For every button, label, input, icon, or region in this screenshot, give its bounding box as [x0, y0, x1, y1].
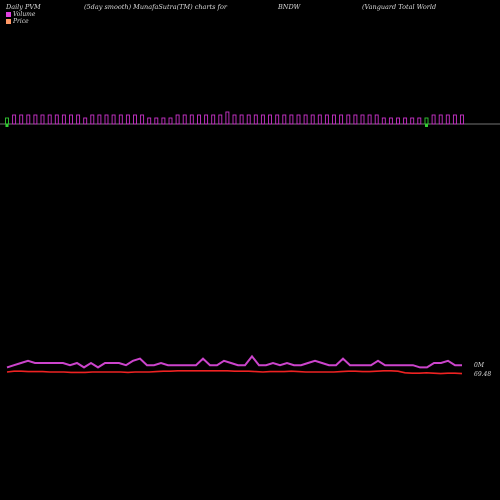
pvm-bar [33, 114, 38, 125]
pvm-bar [154, 117, 159, 125]
pvm-bar [26, 114, 31, 125]
pvm-bar [239, 114, 244, 125]
legend-price-label: Price [13, 18, 29, 25]
pvm-bar [189, 114, 194, 125]
pvm-bar [47, 114, 52, 125]
pvm-bar [125, 114, 130, 125]
volume-line [6, 354, 462, 369]
pvm-bar [253, 114, 258, 125]
pvm-bar [424, 117, 429, 125]
chart-type-label: Daily PVM [6, 3, 41, 11]
pvm-bar [289, 114, 294, 125]
pvm-bar [218, 114, 223, 125]
pvm-bar [182, 114, 187, 125]
legend-volume-swatch [6, 12, 11, 17]
pvm-bar [452, 114, 457, 125]
pvm-bar [445, 114, 450, 125]
pvm-bar [147, 117, 152, 125]
legend-volume: Volume [6, 11, 35, 18]
pvm-bar [339, 114, 344, 125]
pvm-bar [388, 117, 393, 125]
pvm-bar [104, 114, 109, 125]
pvm-bar [275, 114, 280, 125]
pvm-bar [168, 117, 173, 125]
ticker-label: BNDW [278, 3, 301, 11]
pvm-bar [381, 117, 386, 125]
pvm-bar [417, 117, 422, 125]
legend-price-swatch [6, 19, 11, 24]
pvm-bar [324, 114, 329, 125]
pvm-bar [353, 114, 358, 125]
pvm-bar [211, 114, 216, 125]
pvm-bar [246, 114, 251, 125]
pvm-bar [232, 114, 237, 125]
pvm-bar [282, 114, 287, 125]
chart-subtitle: (5day smooth) MunafaSutra(TM) charts for [84, 3, 227, 11]
pvm-bar [161, 117, 166, 125]
pvm-bar [438, 114, 443, 125]
pvm-bar-tick [5, 124, 9, 127]
pvm-bar [346, 114, 351, 125]
pvm-bar [12, 114, 17, 125]
legend-price: Price [6, 18, 29, 25]
pvm-bar [360, 114, 365, 125]
pvm-bar [225, 111, 230, 125]
pvm-bar [19, 114, 24, 125]
price-value-label: 69.48 [474, 371, 491, 378]
pvm-bar [61, 114, 66, 125]
pvm-bars [5, 111, 464, 127]
pvm-bar [175, 114, 180, 125]
pvm-bar [204, 114, 209, 125]
pvm-bar [5, 117, 9, 125]
pvm-bar [310, 114, 315, 125]
pvm-bar [76, 114, 81, 125]
volume-value-label: 0M [474, 362, 485, 369]
pvm-bar [410, 117, 415, 125]
company-name: (Vanguard Total World [362, 3, 437, 11]
pvm-bar [396, 117, 400, 125]
pvm-bar [367, 114, 372, 125]
pvm-bar [118, 114, 123, 125]
pvm-bar [90, 114, 95, 125]
pvm-bar [268, 114, 272, 125]
pvm-bar [260, 114, 265, 125]
pvm-bar [197, 114, 201, 125]
pvm-bar [111, 114, 116, 125]
pvm-bar-tick [425, 124, 428, 127]
price-line [6, 370, 463, 375]
legend-volume-label: Volume [13, 11, 36, 18]
pvm-bar [133, 114, 137, 125]
pvm-bar [83, 117, 88, 125]
pvm-bar [97, 114, 102, 125]
pvm-bar [431, 114, 436, 125]
pvm-bar [296, 114, 301, 125]
pvm-bar [374, 114, 379, 125]
pvm-bar [54, 114, 59, 125]
pvm-bar [69, 114, 73, 125]
pvm-bar [40, 114, 45, 125]
pvm-bar [317, 114, 322, 125]
pvm-bar [460, 114, 464, 125]
pvm-bar [332, 114, 336, 125]
pvm-bar [140, 114, 145, 125]
pvm-bar [303, 114, 308, 125]
pvm-bar [403, 117, 408, 125]
